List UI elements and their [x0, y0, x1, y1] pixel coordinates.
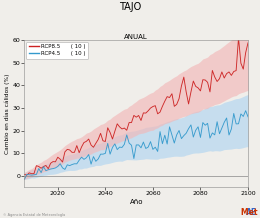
- X-axis label: Año: Año: [129, 199, 143, 205]
- Legend: RCP8.5      ( 10 ), RCP4.5      ( 10 ): RCP8.5 ( 10 ), RCP4.5 ( 10 ): [26, 42, 88, 59]
- Y-axis label: Cambio en días cálidos (%): Cambio en días cálidos (%): [4, 73, 10, 154]
- Text: © Agencia Estatal de Meteorología: © Agencia Estatal de Meteorología: [3, 213, 65, 217]
- Text: Met: Met: [233, 208, 257, 217]
- Text: TAJO: TAJO: [119, 2, 141, 12]
- Text: AE: AE: [246, 208, 257, 217]
- Title: ANUAL: ANUAL: [124, 34, 148, 40]
